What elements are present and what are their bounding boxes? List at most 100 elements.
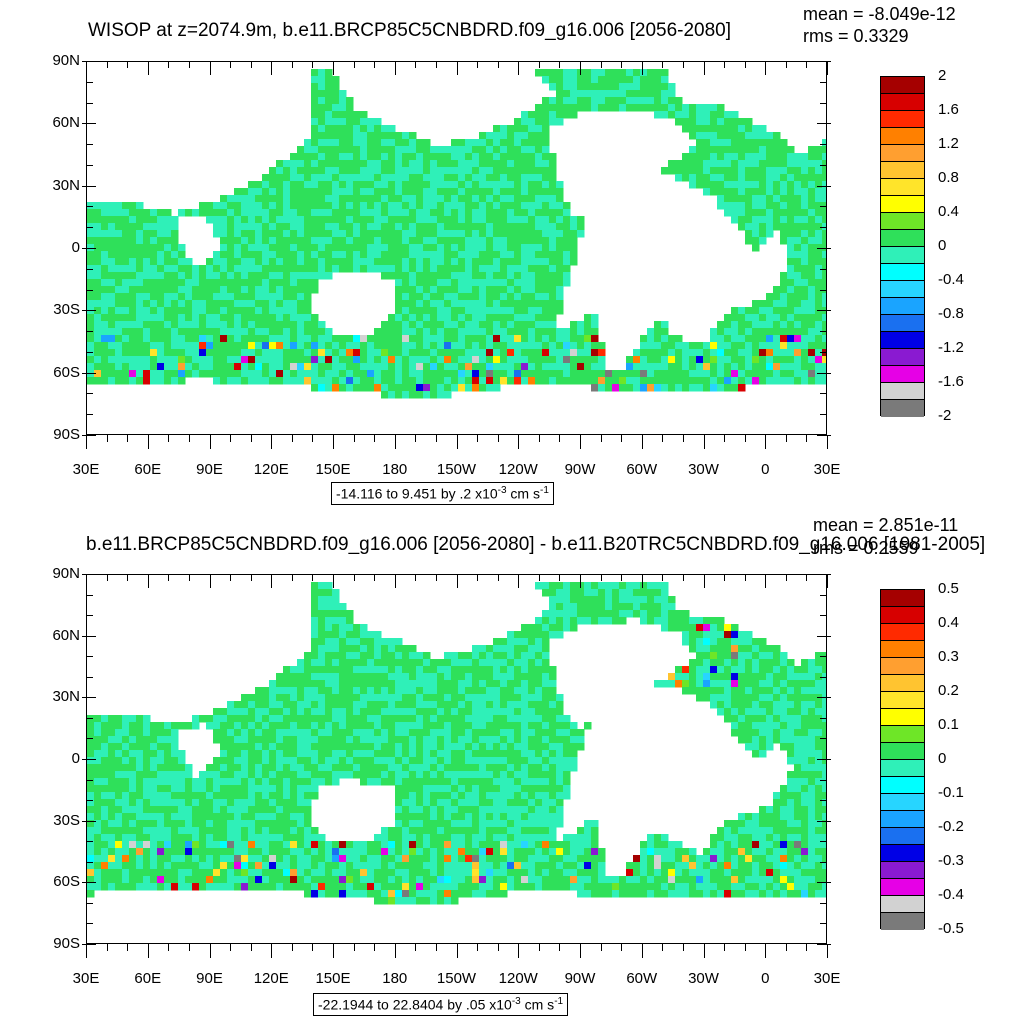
lat-minor-tick — [820, 372, 827, 374]
lat-minor-tick — [86, 310, 93, 312]
colorbar-swatch — [881, 709, 924, 726]
lon-minor-tick — [580, 574, 581, 581]
lon-minor-tick — [538, 574, 540, 581]
mean-stat: mean = -8.049e-12 — [803, 4, 956, 24]
lon-tick — [271, 944, 273, 958]
lon-minor-tick — [456, 435, 458, 442]
lon-minor-tick — [188, 574, 190, 581]
lon-minor-tick — [435, 944, 437, 951]
lon-minor-tick — [477, 435, 479, 442]
lon-minor-tick — [641, 574, 643, 581]
lon-tick — [147, 574, 149, 588]
lon-minor-tick — [559, 574, 561, 581]
lon-minor-tick — [682, 435, 684, 442]
lon-tick — [86, 435, 87, 449]
lon-minor-tick — [477, 574, 479, 581]
lon-tick-label: 30E — [72, 970, 100, 987]
lon-tick-label: 0 — [761, 970, 770, 987]
lon-minor-tick — [188, 61, 190, 68]
lon-tick — [456, 574, 458, 588]
lat-tick-label: 90N — [52, 565, 80, 582]
colorbar-swatch — [881, 641, 924, 658]
lat-minor-tick — [820, 779, 827, 781]
lon-minor-tick — [147, 944, 149, 951]
lon-minor-tick — [374, 574, 376, 581]
lon-tick — [209, 574, 211, 588]
lat-minor-tick — [86, 268, 93, 270]
colorbar-label: 0.4 — [938, 614, 959, 631]
lat-minor-tick — [86, 102, 93, 104]
lat-tick-label: 90N — [52, 52, 80, 69]
lon-tick — [456, 61, 458, 75]
lon-minor-tick — [312, 944, 314, 951]
lon-tick-label: 30W — [688, 970, 719, 987]
lon-minor-tick — [147, 61, 149, 68]
lon-minor-tick — [765, 61, 767, 68]
lat-minor-tick — [86, 393, 93, 395]
lat-minor-tick — [86, 820, 93, 822]
lat-minor-tick — [820, 61, 827, 62]
lon-tick-label: 150W — [436, 461, 477, 478]
lon-tick — [703, 61, 705, 75]
lon-minor-tick — [806, 61, 808, 68]
colorbar-swatch — [881, 675, 924, 692]
lon-minor-tick — [641, 61, 643, 68]
lon-tick — [703, 944, 705, 958]
lon-tick — [765, 435, 767, 449]
lon-minor-tick — [271, 944, 273, 951]
lat-minor-tick — [86, 331, 93, 333]
lon-minor-tick — [600, 574, 602, 581]
lat-minor-tick — [820, 635, 827, 637]
lon-minor-tick — [312, 574, 314, 581]
lon-tick — [147, 435, 149, 449]
lat-minor-tick — [820, 164, 827, 166]
colorbar-swatch — [881, 743, 924, 760]
lat-tick-label: 30S — [53, 811, 80, 829]
lon-minor-tick — [538, 435, 540, 442]
lon-tick — [703, 435, 705, 449]
lon-minor-tick — [600, 944, 602, 951]
lon-minor-tick — [394, 435, 396, 442]
lat-tick-label: 30S — [53, 301, 80, 319]
colorbar-swatch — [881, 264, 924, 281]
lon-minor-tick — [209, 435, 211, 442]
lon-minor-tick — [106, 61, 108, 68]
lon-minor-tick — [580, 61, 581, 68]
lon-minor-tick — [703, 61, 705, 68]
lon-minor-tick — [86, 435, 87, 442]
lon-tick — [456, 435, 458, 449]
colorbar-swatch — [881, 298, 924, 315]
colorbar-swatch — [881, 111, 924, 128]
lon-tick — [86, 61, 87, 75]
lon-minor-tick — [662, 435, 664, 442]
lon-minor-tick — [559, 435, 561, 442]
lon-minor-tick — [621, 435, 623, 442]
lat-minor-tick — [820, 81, 827, 83]
lon-minor-tick — [106, 435, 108, 442]
lon-minor-tick — [703, 435, 705, 442]
lon-minor-tick — [188, 944, 190, 951]
lon-minor-tick — [641, 944, 643, 951]
lon-minor-tick — [374, 435, 376, 442]
lon-tick — [641, 435, 643, 449]
colorbar-label: 2 — [938, 67, 947, 84]
colorbar-swatch — [881, 760, 924, 777]
lon-minor-tick — [580, 944, 581, 951]
lon-minor-tick — [477, 944, 479, 951]
lon-minor-tick — [621, 944, 623, 951]
lat-minor-tick — [86, 759, 93, 760]
colorbar-label: 0.4 — [938, 203, 959, 220]
lat-minor-tick — [820, 615, 827, 617]
lon-tick — [518, 574, 520, 588]
lon-tick — [518, 435, 520, 449]
colorbar-label: -0.1 — [938, 784, 964, 801]
lat-tick-label: 60N — [52, 114, 80, 132]
lon-tick — [827, 944, 828, 958]
lon-minor-tick — [250, 944, 252, 951]
lon-minor-tick — [662, 61, 664, 68]
lon-minor-tick — [230, 944, 232, 951]
lon-minor-tick — [209, 944, 211, 951]
lon-tick — [333, 944, 334, 958]
lat-minor-tick — [86, 861, 93, 863]
lat-minor-tick — [86, 435, 93, 436]
